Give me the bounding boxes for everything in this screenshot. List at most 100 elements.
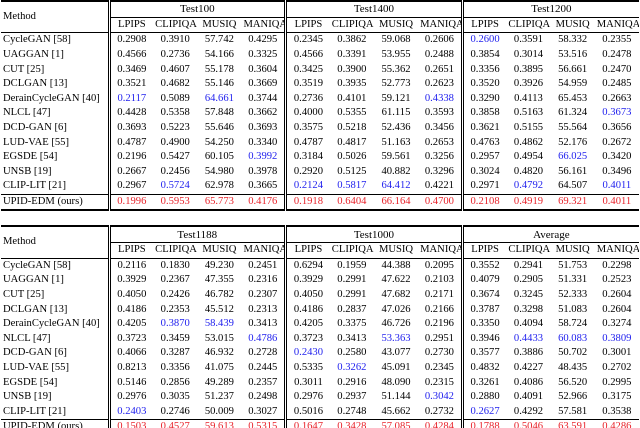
method-name: DerainCycleGAN [40] [3, 318, 100, 330]
metric-value: 0.3593 [424, 107, 454, 119]
metric-value: 0.2991 [337, 288, 367, 300]
method-name: EGSDE [54] [3, 151, 58, 163]
metric-value: 0.2353 [160, 303, 190, 315]
metric-value: 0.3978 [248, 165, 278, 177]
metric-value: 0.3665 [248, 180, 278, 192]
metric-value: 0.2653 [424, 136, 454, 148]
data-row: EGSDE [54] 0.2196 0.5427 60.105 0.3992 0.3184… [1, 149, 639, 165]
metric-value: 0.2196 [424, 318, 454, 330]
metric-value: 0.5125 [337, 165, 367, 177]
metric-value: 0.2445 [248, 361, 278, 373]
metric-value: 0.3604 [248, 63, 278, 75]
metric-value: 40.882 [381, 165, 411, 177]
metric-value: 0.4566 [107, 47, 154, 63]
metric-value: 57.085 [381, 421, 411, 428]
metric-value: 0.4527 [160, 421, 190, 428]
metric-value: 53.516 [558, 49, 588, 61]
metric-value: 0.8213 [107, 360, 154, 376]
metric-value: 0.6294 [284, 258, 330, 274]
metric-value: 51.237 [204, 391, 234, 403]
data-row: DCD-GAN [6] 0.4066 0.3287 46.932 0.2728 0.243… [1, 346, 639, 361]
metric-value: 0.2166 [424, 303, 454, 315]
metric-value: 0.5953 [160, 196, 190, 208]
metric-value: 58.724 [558, 318, 588, 330]
data-row: EGSDE [54] 0.5146 0.2856 49.289 0.2357 0.3011… [1, 375, 639, 390]
metric-value: 0.5016 [284, 404, 330, 420]
metric-value: 0.3356 [160, 361, 190, 373]
metric-value: 58.439 [204, 318, 234, 330]
data-row: NLCL [47] 0.4428 0.5358 57.848 0.3662 0.4000 0… [1, 106, 639, 121]
metric-value: 0.3184 [284, 149, 330, 165]
data-row: CycleGAN [58] 0.2116 0.1830 49.230 0.2451 0.6… [1, 258, 639, 274]
metric-value: 0.5089 [160, 92, 190, 104]
metric-value: 0.2604 [602, 303, 632, 315]
metric-value: 0.3929 [107, 273, 154, 288]
metric-value: 0.2298 [602, 259, 632, 271]
metric-value: 0.4792 [513, 180, 544, 192]
metric-value: 0.1830 [160, 259, 190, 271]
metric-value: 0.2315 [424, 376, 454, 388]
metric-value: 66.164 [381, 196, 411, 208]
metric-value: 0.4428 [107, 106, 154, 121]
metric-value: 0.4817 [337, 136, 367, 148]
data-row: UNSB [19] 0.2976 0.3035 51.237 0.2498 0.2976 0… [1, 389, 639, 405]
metric-value: 0.2470 [602, 63, 632, 75]
metric-header: MANIQA [596, 244, 639, 256]
metric-value: 0.2451 [248, 259, 278, 271]
metric-value: 0.3552 [460, 258, 507, 274]
metric-value: 0.2580 [337, 347, 367, 359]
metric-header: LPIPS [107, 17, 154, 33]
metric-header-row: LPIPS CLIPIQA MUSIQ MANIQA LPIPS CLIPIQA MUSIQ… [1, 17, 639, 33]
metric-value: 0.4566 [284, 47, 330, 63]
metric-value: 51.331 [558, 274, 588, 286]
metric-value: 0.2498 [248, 391, 278, 403]
metric-value: 0.2367 [160, 274, 190, 286]
metric-value: 0.4205 [107, 316, 154, 332]
metric-header: CLIPIQA [508, 18, 551, 30]
metric-header: CLIPIQA [155, 18, 197, 30]
method-header: Method [1, 1, 109, 34]
metric-header-row: LPIPS CLIPIQA MUSIQ MANIQA LPIPS CLIPIQA MUSIQ… [1, 242, 639, 258]
metric-value: 48.435 [558, 361, 588, 373]
metric-header: MUSIQ [202, 18, 237, 30]
metric-value: 0.2116 [107, 258, 154, 274]
metric-value: 0.4205 [284, 316, 330, 332]
metric-value: 0.3175 [602, 391, 632, 403]
method-name: UPID-EDM (ours) [3, 421, 83, 428]
metric-value: 49.289 [204, 376, 234, 388]
metric-value: 0.2736 [284, 91, 330, 107]
metric-value: 0.2856 [160, 376, 190, 388]
method-name: DCLGAN [13] [3, 78, 68, 90]
metric-value: 0.3274 [602, 318, 632, 330]
method-name: CLIP-LIT [21] [3, 405, 67, 417]
metric-value: 0.3262 [337, 361, 367, 373]
data-row: CycleGAN [58] 0.2908 0.3910 57.742 0.4295 0.2… [1, 32, 639, 48]
method-name: LUD-VAE [55] [3, 136, 70, 148]
metric-value: 0.3744 [248, 92, 278, 104]
metric-value: 0.2103 [424, 274, 454, 286]
data-row: NLCL [47] 0.3723 0.3459 53.015 0.4786 0.3723 0… [1, 331, 639, 347]
metric-value: 0.2663 [602, 92, 632, 104]
metric-header: LPIPS [284, 17, 330, 33]
metric-value: 0.2456 [160, 165, 190, 177]
data-row: UPID-EDM (ours) 0.1996 0.5953 65.773 0.4176 0… [1, 194, 639, 211]
metric-value: 50.009 [204, 405, 234, 417]
method-name: LUD-VAE [55] [3, 361, 70, 373]
metric-value: 0.2117 [107, 91, 154, 107]
metric-value: 0.3577 [460, 346, 507, 361]
metric-value: 0.2908 [107, 32, 154, 48]
metric-value: 0.3298 [513, 303, 544, 315]
metric-value: 0.3669 [248, 78, 278, 90]
metric-value: 0.2345 [284, 32, 330, 48]
metric-value: 0.2095 [424, 259, 454, 271]
metric-value: 0.3929 [284, 273, 330, 288]
metric-value: 0.4284 [424, 421, 454, 428]
metric-value: 51.083 [558, 303, 588, 315]
metric-value: 0.2837 [337, 303, 367, 315]
metric-value: 0.4286 [602, 421, 632, 428]
metric-value: 64.507 [558, 180, 588, 192]
metric-value: 0.2627 [460, 404, 507, 420]
metric-value: 0.2967 [107, 179, 154, 195]
method-name: DCD-GAN [6] [3, 122, 67, 134]
